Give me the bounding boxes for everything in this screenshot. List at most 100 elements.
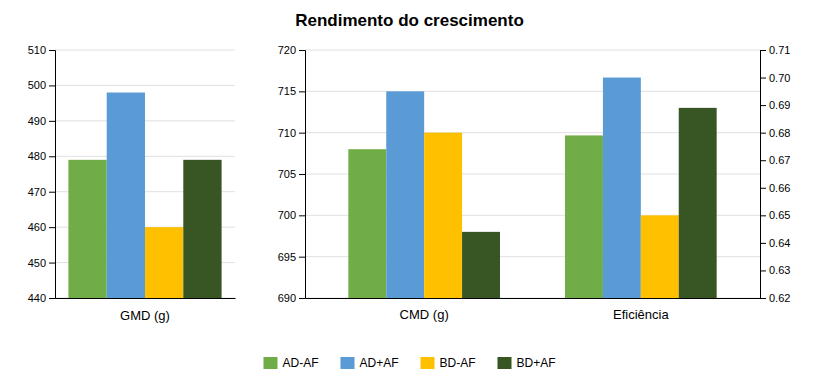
legend-swatch (421, 357, 435, 369)
bar (68, 160, 106, 298)
tick-label: 720 (278, 44, 296, 56)
y-axis: 440 450 460 470 480 490 500 510 (28, 44, 56, 304)
axis-line (761, 51, 767, 299)
legend-swatch (340, 357, 354, 369)
legend: AD-AFAD+AFBD-AFBD+AF (263, 356, 555, 370)
tick-label: 0.63 (769, 264, 790, 276)
bar (183, 160, 221, 298)
legend-swatch (263, 357, 277, 369)
tick-label: 705 (278, 168, 296, 180)
tick-mark (299, 133, 305, 134)
legend-swatch (498, 357, 512, 369)
tick-mark (49, 227, 55, 228)
tick: 0.67 (760, 154, 790, 166)
axis-line (299, 51, 306, 299)
tick-mark (760, 78, 766, 79)
grid (305, 50, 760, 298)
chart: 440 450 460 470 480 490 500 510 GMD (g) 690 695 700… (0, 0, 819, 385)
tick-label: 700 (278, 209, 296, 221)
bar (145, 227, 183, 298)
tick: 705 (278, 168, 305, 180)
tick: 695 (278, 251, 305, 263)
tick-mark (760, 188, 766, 189)
tick: 0.70 (760, 72, 790, 84)
tick: 0.64 (760, 237, 790, 249)
tick-label: 0.62 (769, 292, 790, 304)
bar (107, 93, 145, 298)
tick: 480 (28, 150, 55, 162)
tick-mark (49, 298, 55, 299)
tick-label: Eficiência (613, 307, 669, 322)
bar (565, 135, 603, 298)
tick-label: 715 (278, 85, 296, 97)
grid-line (55, 85, 235, 86)
tick-mark (299, 257, 305, 258)
tick-label: 710 (278, 127, 296, 139)
tick: 0.68 (760, 127, 790, 139)
tick-mark (760, 270, 766, 271)
tick-mark (49, 85, 55, 86)
tick-mark (760, 298, 766, 299)
legend-label: BD-AF (440, 356, 476, 370)
tick-label: 450 (28, 257, 46, 269)
bar (679, 108, 717, 298)
title: Rendimento do crescimento (295, 11, 524, 30)
tick: 450 (28, 257, 55, 269)
tick: 700 (278, 209, 305, 221)
tick-label: 0.66 (769, 182, 790, 194)
tick: 490 (28, 115, 55, 127)
tick: 500 (28, 79, 55, 91)
tick: 0.63 (760, 264, 790, 276)
tick: 710 (278, 127, 305, 139)
tick-label: 695 (278, 251, 296, 263)
tick: 470 (28, 186, 55, 198)
x-axis: CMD (g)Eficiência (306, 299, 761, 323)
tick-mark (760, 215, 766, 216)
tick-mark (49, 263, 55, 264)
tick-label: 490 (28, 115, 46, 127)
bar (348, 149, 386, 298)
tick-label: 0.68 (769, 127, 790, 139)
tick-mark (760, 243, 766, 244)
bar (386, 91, 424, 298)
tick-mark (760, 160, 766, 161)
axis-line (49, 51, 56, 299)
tick-mark (299, 50, 305, 51)
tick: 0.66 (760, 182, 790, 194)
legend-item: AD+AF (340, 356, 398, 370)
tick-mark (299, 215, 305, 216)
tick: Eficiência (613, 307, 669, 322)
bars (348, 78, 716, 298)
axis-label: GMD (g) (120, 308, 170, 323)
tick: 510 (28, 44, 55, 56)
tick-mark (760, 50, 766, 51)
tick-mark (299, 91, 305, 92)
tick-label: 0.71 (769, 44, 790, 56)
tick-mark (299, 174, 305, 175)
tick: 460 (28, 221, 55, 233)
tick: 0.71 (760, 44, 790, 56)
legend-item: BD+AF (498, 356, 556, 370)
tick-label: 480 (28, 150, 46, 162)
legend-label: BD+AF (517, 356, 556, 370)
tick: 720 (278, 44, 305, 56)
bar (424, 133, 462, 298)
tick-label: 0.67 (769, 154, 790, 166)
tick-mark (49, 50, 55, 51)
tick-mark (299, 298, 305, 299)
bar (641, 215, 679, 298)
axis-line (56, 298, 236, 299)
y-axis: 0.62 0.63 0.64 0.65 0.66 0.67 0.68 0.69 0.70 0.71 (760, 44, 790, 304)
x-axis (56, 298, 236, 299)
tick-label: 470 (28, 186, 46, 198)
tick: 0.69 (760, 99, 790, 111)
tick-label: 0.65 (769, 209, 790, 221)
tick: 715 (278, 85, 305, 97)
tick-label: 690 (278, 292, 296, 304)
tick-label: 440 (28, 292, 46, 304)
tick: 0.62 (760, 292, 790, 304)
tick-label: 500 (28, 79, 46, 91)
grid-line (305, 91, 760, 92)
bar (603, 78, 641, 298)
axis-line (306, 298, 761, 299)
